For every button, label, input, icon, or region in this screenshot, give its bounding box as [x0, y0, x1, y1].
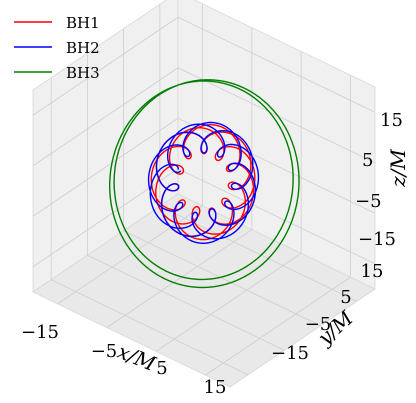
legend-item-bh2: BH2	[14, 39, 100, 57]
trajectory-curves	[108, 79, 300, 289]
series-bh3	[108, 79, 300, 289]
legend-label-bh1: BH1	[66, 14, 100, 32]
grid-line	[32, 16, 179, 116]
legend-item-bh1: BH1	[14, 14, 100, 32]
grid-line	[106, 229, 253, 328]
grid-lines	[32, 3, 376, 376]
x-tick-label: 15	[204, 377, 227, 398]
grid-line	[155, 253, 302, 352]
grid-line	[205, 276, 351, 376]
grid-line	[32, 117, 179, 217]
z-axis-label: z/M	[386, 149, 410, 188]
legend: BH1 BH2 BH3	[14, 14, 100, 82]
x-tick-label: −15	[21, 322, 59, 343]
legend-item-bh3: BH3	[14, 64, 100, 82]
legend-label-bh3: BH3	[66, 64, 100, 82]
legend-label-bh2: BH2	[66, 39, 100, 57]
grid-line	[32, 67, 179, 167]
grid-line	[123, 230, 321, 327]
grid-line	[87, 254, 285, 351]
series-bh2	[147, 121, 260, 245]
z-tick-label: −5	[355, 191, 382, 212]
z-tick-label: 15	[380, 110, 403, 131]
grid-line	[177, 168, 376, 265]
z-tick-label: −15	[358, 229, 396, 250]
y-tick-label: 5	[340, 287, 351, 308]
z-tick-label: 5	[362, 150, 373, 171]
x-tick-label: 5	[156, 358, 167, 379]
x-tick-label: −5	[91, 341, 118, 362]
grid-line	[177, 16, 376, 113]
x-tick-labels: −15 −5 5 15	[21, 322, 226, 398]
axis-panes	[32, 0, 376, 388]
y-tick-label: 15	[361, 261, 384, 282]
grid-line	[57, 205, 203, 305]
grid-line	[50, 279, 249, 376]
grid-line	[32, 168, 179, 268]
y-tick-label: −5	[305, 314, 332, 335]
z-tick-labels: 15 5 −5 −15	[355, 110, 403, 250]
y-tick-labels: 15 5 −5 −15	[271, 261, 383, 364]
floor-pane	[32, 193, 376, 388]
y-tick-label: −15	[271, 343, 309, 364]
